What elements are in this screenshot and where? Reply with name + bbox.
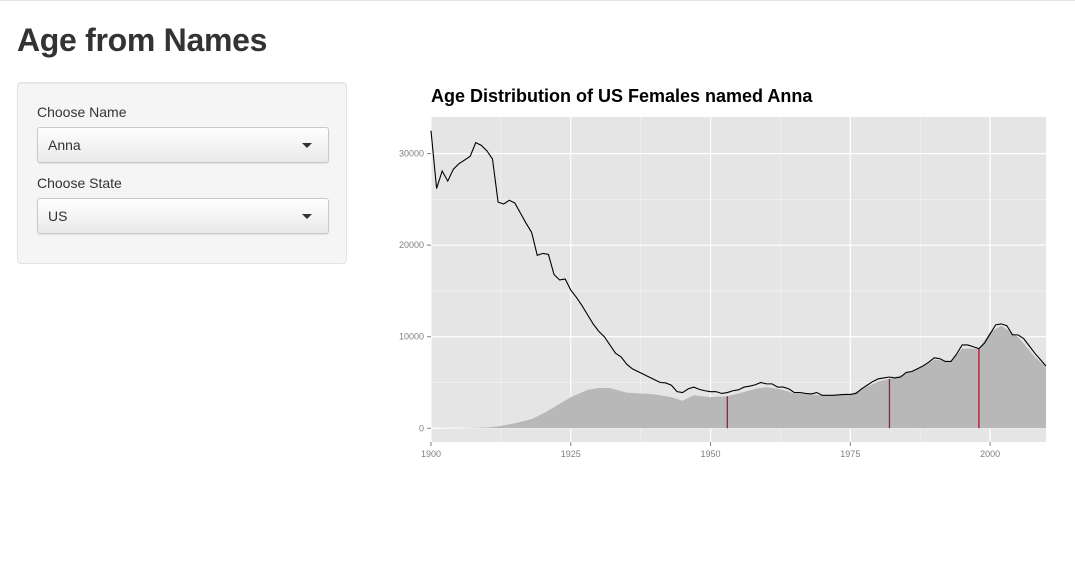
x-tick-label: 1975 xyxy=(840,449,860,459)
name-select-value: Anna xyxy=(48,137,81,153)
area-series xyxy=(431,325,1046,429)
page-title: Age from Names xyxy=(17,22,268,58)
marker-lines xyxy=(726,348,980,429)
x-tick-label: 1925 xyxy=(561,449,581,459)
line-series xyxy=(430,130,1047,396)
x-tick-label: 2000 xyxy=(980,449,1000,459)
y-tick-label: 0 xyxy=(419,423,424,433)
top-divider xyxy=(0,0,1075,1)
name-select-label: Choose Name xyxy=(37,104,127,120)
state-select[interactable]: US xyxy=(37,198,329,234)
age-distribution-chart: Age Distribution of US Females named Ann… xyxy=(385,80,1065,470)
state-select-label: Choose State xyxy=(37,175,122,191)
name-select[interactable]: Anna xyxy=(37,127,329,163)
chevron-down-icon xyxy=(302,214,312,219)
input-panel: Choose Name Anna Choose State US xyxy=(17,82,347,264)
chart-title: Age Distribution of US Females named Ann… xyxy=(431,86,813,106)
chevron-down-icon xyxy=(302,143,312,148)
grid-lines xyxy=(430,117,1046,442)
x-tick-label: 1900 xyxy=(421,449,441,459)
state-select-value: US xyxy=(48,208,68,224)
y-tick-label: 10000 xyxy=(399,332,424,342)
y-tick-label: 20000 xyxy=(399,240,424,250)
x-tick-label: 1950 xyxy=(701,449,721,459)
y-tick-label: 30000 xyxy=(399,149,424,159)
